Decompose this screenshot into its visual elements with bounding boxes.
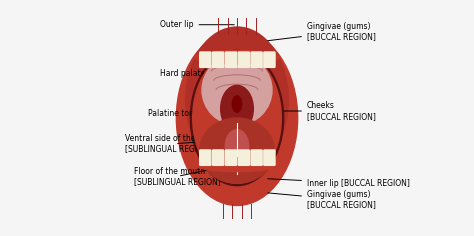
Ellipse shape xyxy=(225,130,249,162)
Ellipse shape xyxy=(191,50,283,186)
Ellipse shape xyxy=(186,27,288,172)
FancyBboxPatch shape xyxy=(251,150,262,165)
Ellipse shape xyxy=(202,55,272,125)
Ellipse shape xyxy=(232,96,242,112)
Ellipse shape xyxy=(176,30,298,206)
Text: Outer lip: Outer lip xyxy=(160,20,234,29)
FancyBboxPatch shape xyxy=(200,52,211,67)
FancyBboxPatch shape xyxy=(264,52,275,67)
Text: Floor of the mouth
[SUBLINGUAL REGION]: Floor of the mouth [SUBLINGUAL REGION] xyxy=(135,167,221,186)
Ellipse shape xyxy=(221,85,253,132)
Text: Hard palate: Hard palate xyxy=(160,69,216,78)
Text: Gingivae (gums)
[BUCCAL REGION]: Gingivae (gums) [BUCCAL REGION] xyxy=(268,22,376,41)
FancyBboxPatch shape xyxy=(238,150,249,165)
FancyBboxPatch shape xyxy=(212,52,224,67)
FancyBboxPatch shape xyxy=(212,150,224,165)
Text: Palatine tonsil: Palatine tonsil xyxy=(148,109,209,118)
Ellipse shape xyxy=(195,158,279,172)
Ellipse shape xyxy=(195,50,279,64)
FancyBboxPatch shape xyxy=(200,150,211,165)
Ellipse shape xyxy=(193,53,281,183)
Text: Inner lip [BUCCAL REGION]: Inner lip [BUCCAL REGION] xyxy=(268,179,410,188)
FancyBboxPatch shape xyxy=(238,52,249,67)
FancyBboxPatch shape xyxy=(225,52,237,67)
Text: Gingivae (gums)
[BUCCAL REGION]: Gingivae (gums) [BUCCAL REGION] xyxy=(268,190,376,209)
Text: Cheeks
[BUCCAL REGION]: Cheeks [BUCCAL REGION] xyxy=(284,101,376,121)
Text: Ventral side of the tongue
[SUBLINGUAL REGION]: Ventral side of the tongue [SUBLINGUAL R… xyxy=(125,134,225,153)
Ellipse shape xyxy=(200,118,274,183)
FancyBboxPatch shape xyxy=(251,52,262,67)
FancyBboxPatch shape xyxy=(225,150,237,165)
FancyBboxPatch shape xyxy=(264,150,275,165)
